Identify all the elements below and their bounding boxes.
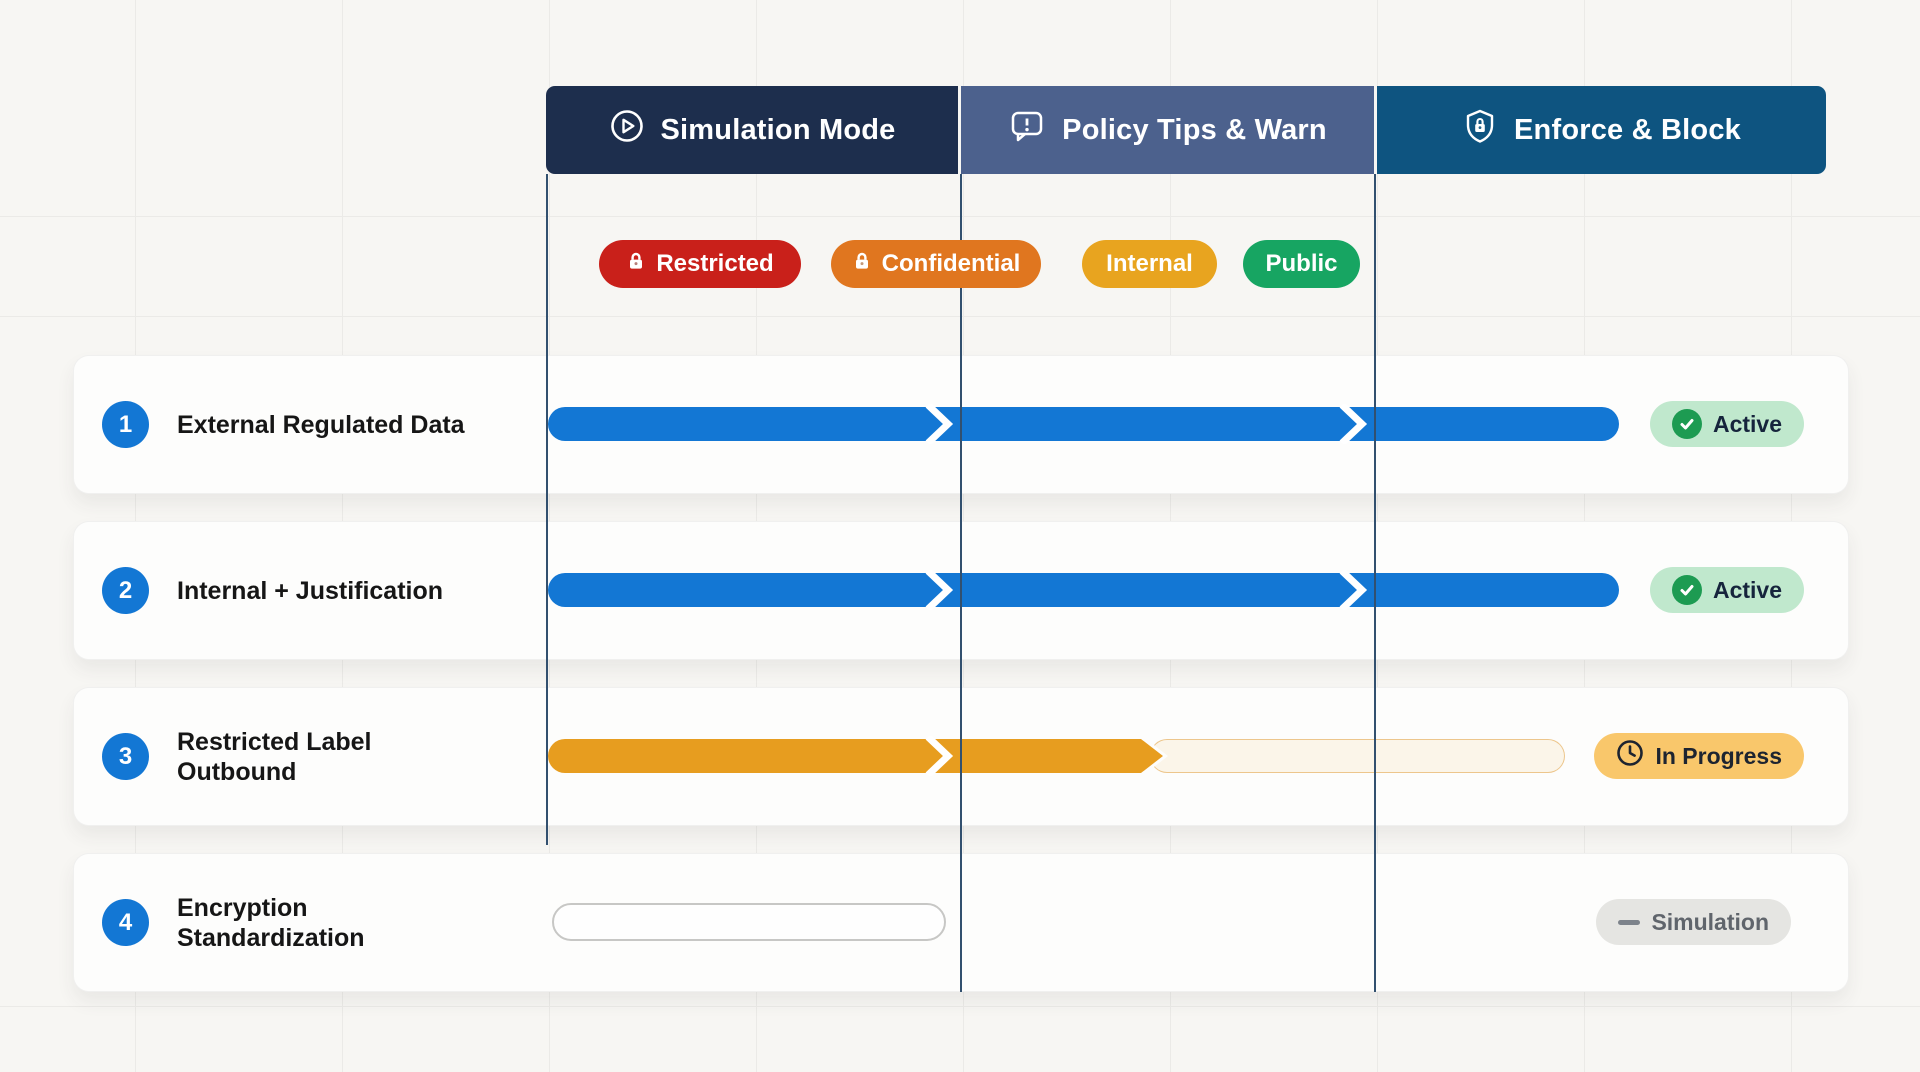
alert-bubble-icon [1008, 107, 1046, 153]
tab-label: Policy Tips & Warn [1062, 113, 1327, 146]
progress-arrow-icon [1141, 739, 1163, 773]
shield-lock-icon [1462, 108, 1498, 152]
chip-label: Restricted [656, 250, 774, 277]
dash-icon [1618, 919, 1641, 925]
row-number-badge: 1 [102, 401, 149, 448]
chip-internal[interactable]: Internal [1082, 240, 1217, 288]
status-label: Active [1712, 410, 1782, 437]
play-circle-icon [609, 108, 645, 152]
tab-label: Simulation Mode [660, 113, 896, 146]
lock-icon [852, 250, 872, 278]
tab-policy-tips-warn[interactable]: Policy Tips & Warn [961, 86, 1374, 174]
status-badge: Active [1649, 401, 1804, 447]
check-circle-icon [1671, 575, 1702, 605]
chevron-divider-icon [925, 404, 954, 444]
timeline-bar-complete [548, 570, 1619, 610]
timeline-bar-empty [552, 903, 946, 941]
check-circle-icon [1671, 409, 1702, 439]
status-badge: Active [1649, 567, 1804, 613]
status-badge: Simulation [1596, 899, 1791, 945]
chevron-divider-icon [1339, 570, 1368, 610]
timeline-bar-planned [1150, 739, 1565, 773]
chevron-divider-icon [925, 570, 954, 610]
timeline-bar-progress [548, 736, 1141, 776]
tab-simulation-mode[interactable]: Simulation Mode [546, 86, 958, 174]
timeline-bar-complete [548, 404, 1619, 444]
chevron-divider-icon [925, 736, 954, 776]
chip-label: Confidential [881, 250, 1021, 277]
row-number-badge: 3 [102, 733, 149, 780]
chip-label: Public [1265, 250, 1338, 277]
phase-separator-line-3 [1374, 174, 1376, 992]
clock-icon [1616, 739, 1644, 773]
tab-label: Enforce & Block [1514, 113, 1741, 146]
row-number-badge: 4 [102, 899, 149, 946]
phase-tabs: Simulation Mode Policy Tips & Warn Enfor… [546, 86, 1826, 174]
status-label: Active [1712, 576, 1782, 603]
lock-icon [626, 250, 646, 278]
status-label: Simulation [1651, 908, 1769, 935]
chevron-divider-icon [1339, 404, 1368, 444]
row-title: Internal + Justification [177, 576, 444, 605]
phase-separator-line-1 [546, 174, 548, 845]
chip-restricted[interactable]: Restricted [599, 240, 801, 288]
row-title: Encryption Standardization [177, 893, 365, 952]
row-number-badge: 2 [102, 567, 149, 614]
tab-enforce-block[interactable]: Enforce & Block [1377, 86, 1826, 174]
grid-line [0, 1006, 1920, 1007]
chip-public[interactable]: Public [1243, 240, 1360, 288]
phase-separator-line-2 [960, 174, 962, 992]
status-label: In Progress [1655, 742, 1782, 769]
status-badge: In Progress [1594, 733, 1804, 779]
row-title: External Regulated Data [177, 410, 465, 439]
chip-confidential[interactable]: Confidential [831, 240, 1041, 288]
chip-label: Internal [1106, 250, 1193, 277]
row-title: Restricted Label Outbound [177, 727, 372, 786]
classification-legend: Restricted Confidential Internal Public [0, 240, 1920, 288]
